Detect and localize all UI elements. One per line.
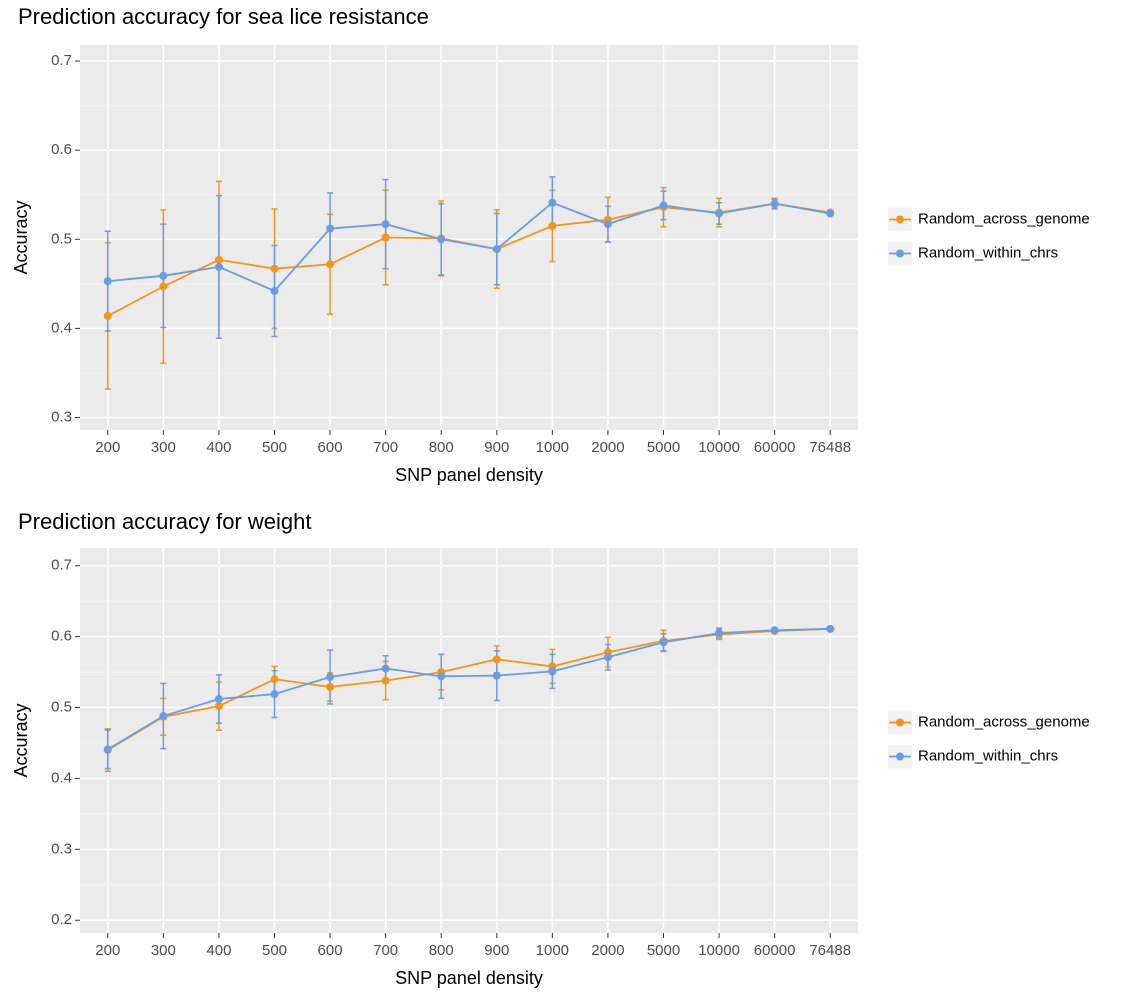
data-point [326, 224, 335, 233]
x-tick-label: 200 [95, 439, 120, 456]
data-point [492, 671, 501, 680]
data-point [659, 638, 668, 647]
x-tick-label: 10000 [698, 439, 740, 456]
plot-background [80, 548, 858, 933]
x-tick-label: 900 [484, 439, 509, 456]
y-tick-label: 0.7 [51, 52, 72, 69]
data-point [548, 221, 557, 230]
data-point [381, 676, 390, 685]
x-tick-label: 500 [262, 942, 287, 959]
x-tick-label: 1000 [536, 439, 569, 456]
data-point [326, 682, 335, 691]
y-tick-label: 0.6 [51, 628, 72, 645]
legend-label: Random_across_genome [918, 713, 1090, 730]
y-tick-label: 0.6 [51, 141, 72, 158]
data-point [103, 277, 112, 286]
x-tick-label: 600 [318, 439, 343, 456]
x-axis-title: SNP panel density [395, 968, 543, 988]
data-point [826, 624, 835, 633]
x-tick-label: 700 [373, 942, 398, 959]
series-line [107, 627, 831, 751]
x-tick-label: 60000 [754, 942, 796, 959]
data-point [437, 235, 446, 244]
x-tick-label: 300 [151, 439, 176, 456]
y-tick-label: 0.2 [51, 911, 72, 928]
y-tick-label: 0.7 [51, 557, 72, 574]
data-point [270, 675, 279, 684]
legend-label: Random_within_chrs [918, 244, 1058, 261]
data-point [381, 220, 390, 229]
data-point [548, 667, 557, 676]
data-point [214, 702, 223, 711]
data-point [715, 209, 724, 218]
x-tick-label: 60000 [754, 439, 796, 456]
data-point [492, 655, 501, 664]
x-tick-label: 400 [206, 942, 231, 959]
data-point [381, 664, 390, 673]
data-point [770, 626, 779, 635]
plot-background [80, 45, 858, 430]
y-tick-label: 0.3 [51, 408, 72, 425]
data-point [492, 245, 501, 254]
data-point [214, 255, 223, 264]
data-point [159, 282, 168, 291]
data-point [603, 653, 612, 662]
data-point [548, 198, 557, 207]
x-tick-label: 500 [262, 439, 287, 456]
data-point [159, 271, 168, 280]
x-tick-label: 5000 [647, 942, 680, 959]
data-point [159, 712, 168, 721]
y-tick-label: 0.3 [51, 840, 72, 857]
data-point [270, 286, 279, 295]
legend-point [896, 215, 904, 224]
data-point [270, 264, 279, 273]
x-tick-label: 5000 [647, 439, 680, 456]
x-tick-label: 800 [429, 942, 454, 959]
legend-point [896, 752, 904, 761]
x-tick-label: 76488 [809, 942, 851, 959]
x-tick-label: 76488 [809, 439, 851, 456]
x-tick-label: 600 [318, 942, 343, 959]
data-point [603, 220, 612, 229]
legend-point [896, 718, 904, 727]
data-point [103, 745, 112, 754]
data-point [381, 233, 390, 242]
x-axis-title: SNP panel density [395, 465, 543, 485]
data-point [437, 672, 446, 681]
x-tick-label: 2000 [591, 439, 624, 456]
legend-label: Random_within_chrs [918, 747, 1058, 764]
data-point [715, 629, 724, 638]
data-point [214, 262, 223, 271]
x-tick-label: 2000 [591, 942, 624, 959]
y-axis-title: Accuracy [11, 200, 31, 274]
y-tick-label: 0.4 [51, 319, 72, 336]
y-tick-label: 0.5 [51, 698, 72, 715]
x-tick-label: 800 [429, 439, 454, 456]
x-tick-label: 10000 [698, 942, 740, 959]
data-point [826, 209, 835, 218]
data-point [326, 673, 335, 682]
y-tick-label: 0.5 [51, 230, 72, 247]
data-point [270, 690, 279, 699]
data-point [659, 201, 668, 210]
chart-title: Prediction accuracy for weight [18, 509, 311, 534]
x-tick-label: 1000 [536, 942, 569, 959]
chart-title: Prediction accuracy for sea lice resista… [18, 4, 429, 29]
x-tick-label: 300 [151, 942, 176, 959]
x-tick-label: 200 [95, 942, 120, 959]
data-point [214, 695, 223, 704]
x-tick-label: 700 [373, 439, 398, 456]
series-line [107, 627, 831, 751]
x-tick-label: 900 [484, 942, 509, 959]
data-point [770, 199, 779, 208]
y-axis-title: Accuracy [11, 703, 31, 777]
data-point [103, 311, 112, 320]
legend-label: Random_across_genome [918, 210, 1090, 227]
data-point [326, 260, 335, 269]
series-line [107, 201, 831, 293]
legend-point [896, 249, 904, 258]
y-tick-label: 0.4 [51, 769, 72, 786]
x-tick-label: 400 [206, 439, 231, 456]
